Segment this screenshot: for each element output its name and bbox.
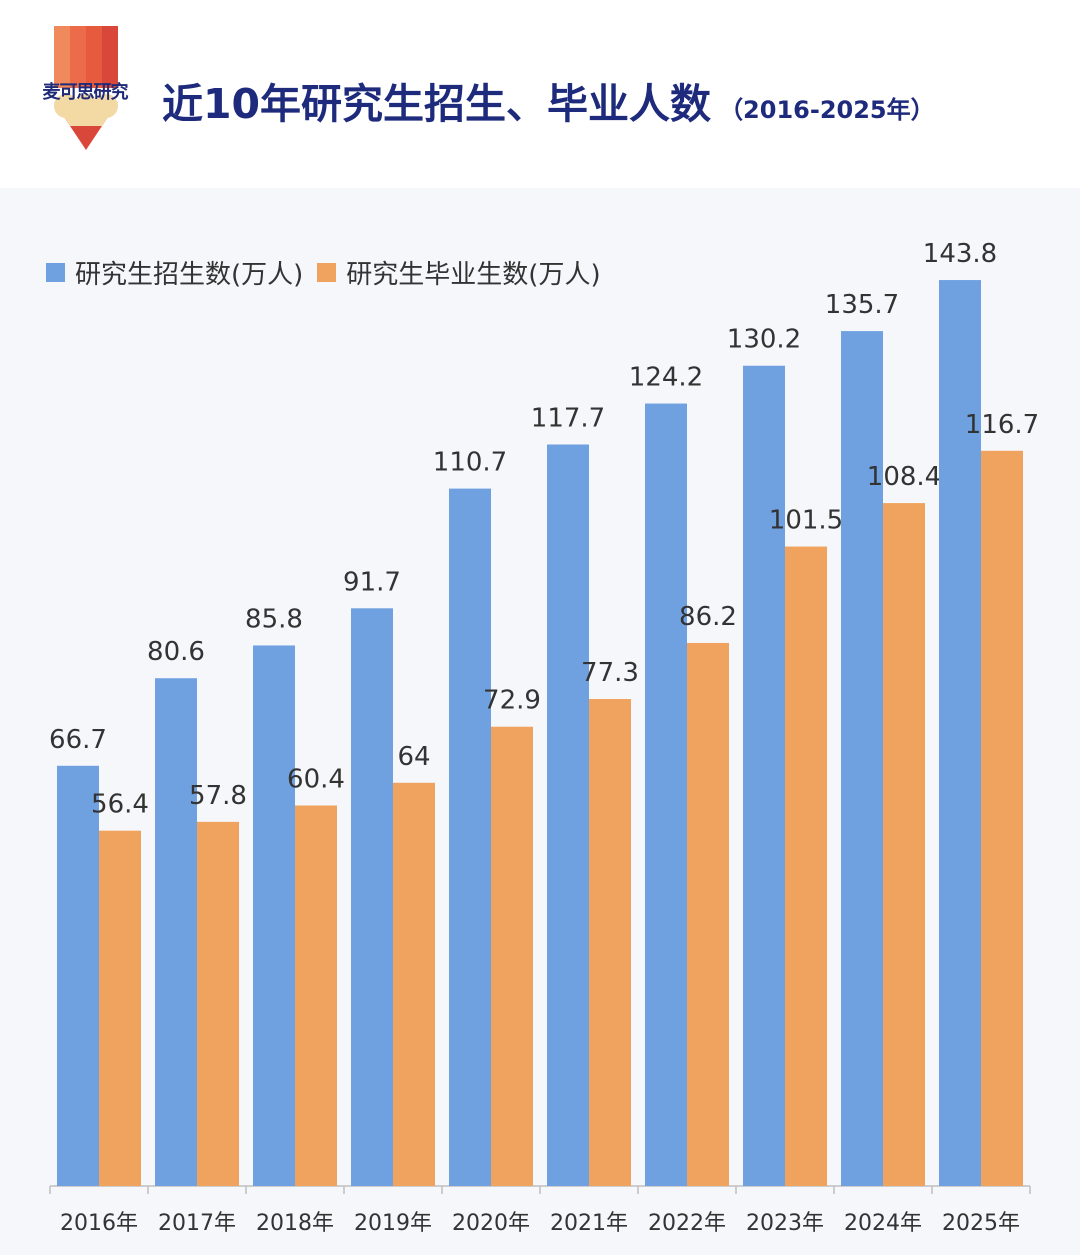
- logo-text: 麦可思研究: [42, 82, 129, 103]
- bar-enrollment-2019年: [351, 608, 393, 1186]
- header: 麦可思研究 近10年研究生招生、毕业人数 （2016-2025年）: [0, 0, 1080, 188]
- bar-enrollment-2023年: [743, 365, 785, 1186]
- legend-label-enrollment: 研究生招生数(万人): [75, 259, 304, 290]
- data-label-enrollment-2020年: 110.7: [433, 448, 507, 478]
- bar-enrollment-2016年: [57, 765, 99, 1186]
- data-label-enrollment-2025年: 143.8: [923, 239, 997, 269]
- x-tick-label-2023年: 2023年: [746, 1211, 824, 1236]
- x-tick-label-2020年: 2020年: [452, 1211, 530, 1236]
- bar-graduates-2021年: [589, 699, 631, 1186]
- bar-enrollment-2017年: [155, 678, 197, 1186]
- data-label-graduates-2020年: 72.9: [483, 686, 541, 716]
- bar-enrollment-2022年: [645, 403, 687, 1186]
- bar-enrollment-2021年: [547, 444, 589, 1186]
- bar-graduates-2016年: [99, 830, 141, 1186]
- page-title: 近10年研究生招生、毕业人数 （2016-2025年）: [162, 70, 935, 130]
- bar-graduates-2022年: [687, 642, 729, 1186]
- bar-graduates-2025年: [981, 450, 1023, 1186]
- data-label-enrollment-2018年: 85.8: [245, 604, 303, 634]
- title-main: 近10年研究生招生、毕业人数: [162, 80, 712, 128]
- bar-enrollment-2018年: [253, 645, 295, 1186]
- data-label-graduates-2024年: 108.4: [867, 462, 941, 492]
- bar-enrollment-2025年: [939, 280, 981, 1186]
- bar-graduates-2018年: [295, 805, 337, 1186]
- legend: 研究生招生数(万人) 研究生毕业生数(万人): [46, 252, 615, 292]
- x-tick-label-2019年: 2019年: [354, 1211, 432, 1236]
- bar-graduates-2020年: [491, 726, 533, 1186]
- data-label-graduates-2019年: 64: [397, 742, 430, 772]
- legend-swatch-enrollment: [46, 262, 65, 282]
- legend-item-graduates: 研究生毕业生数(万人): [317, 254, 601, 291]
- bar-graduates-2023年: [785, 546, 827, 1186]
- x-tick-label-2025年: 2025年: [942, 1211, 1020, 1236]
- data-label-graduates-2023年: 101.5: [769, 506, 843, 536]
- x-tick-label-2022年: 2022年: [648, 1211, 726, 1236]
- x-tick-label-2021年: 2021年: [550, 1211, 628, 1236]
- data-label-graduates-2018年: 60.4: [287, 764, 345, 794]
- bar-graduates-2019年: [393, 782, 435, 1186]
- legend-item-enrollment: 研究生招生数(万人): [46, 254, 303, 291]
- data-label-graduates-2021年: 77.3: [581, 658, 639, 688]
- x-tick-label-2018年: 2018年: [256, 1211, 334, 1236]
- data-label-enrollment-2017年: 80.6: [147, 637, 205, 667]
- data-label-graduates-2022年: 86.2: [679, 602, 737, 632]
- data-label-graduates-2025年: 116.7: [965, 410, 1039, 440]
- title-subtitle: （2016-2025年）: [719, 96, 935, 124]
- data-label-enrollment-2023年: 130.2: [727, 325, 801, 355]
- bar-graduates-2024年: [883, 503, 925, 1187]
- data-label-enrollment-2024年: 135.7: [825, 290, 899, 320]
- brand-logo: 麦可思研究: [30, 26, 140, 151]
- bar-graduates-2017年: [197, 821, 239, 1186]
- x-tick-label-2017年: 2017年: [158, 1211, 236, 1236]
- data-label-enrollment-2016年: 66.7: [49, 725, 107, 755]
- legend-swatch-graduates: [317, 262, 337, 282]
- data-label-graduates-2016年: 56.4: [91, 790, 149, 820]
- data-label-graduates-2017年: 57.8: [189, 781, 247, 811]
- x-tick-label-2024年: 2024年: [844, 1211, 922, 1236]
- data-label-enrollment-2022年: 124.2: [629, 363, 703, 393]
- x-tick-label-2016年: 2016年: [60, 1211, 138, 1236]
- bar-enrollment-2024年: [841, 331, 883, 1187]
- pencil-logo-icon: [54, 26, 118, 150]
- data-label-enrollment-2019年: 91.7: [343, 567, 401, 597]
- data-label-enrollment-2021年: 117.7: [531, 403, 605, 433]
- legend-label-graduates: 研究生毕业生数(万人): [346, 259, 601, 290]
- bar-enrollment-2020年: [449, 488, 491, 1187]
